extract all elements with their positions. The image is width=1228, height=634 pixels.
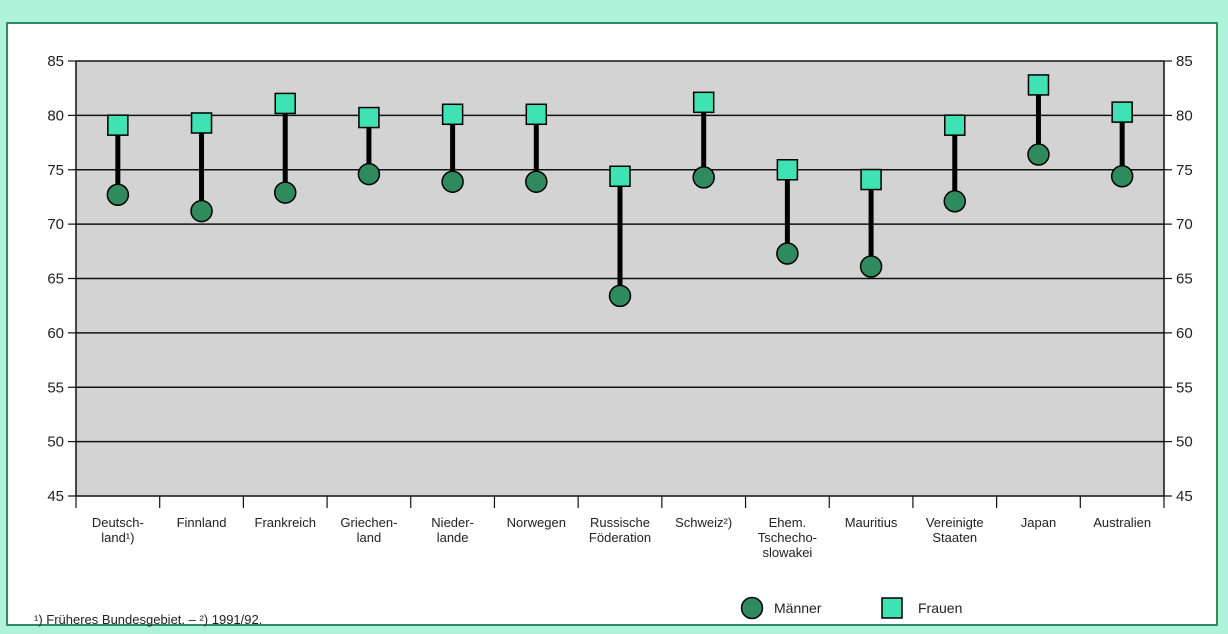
y-tick-label-right: 85 [1176, 53, 1193, 70]
point-frauen [692, 91, 715, 114]
y-tick-label-left: 45 [47, 488, 64, 505]
category-label: Griechen-land [340, 515, 397, 545]
y-tick-label-right: 60 [1176, 325, 1193, 342]
point-maenner [273, 181, 297, 204]
y-tick-label-right: 55 [1176, 379, 1193, 396]
point-maenner [441, 170, 464, 193]
y-tick-label-left: 50 [47, 434, 64, 451]
point-frauen [190, 112, 213, 134]
y-tick-label-left: 65 [47, 271, 64, 288]
point-maenner [357, 162, 381, 186]
y-tick-label-left: 85 [47, 53, 64, 70]
point-frauen [944, 114, 966, 136]
y-tick-label-left: 60 [47, 325, 64, 342]
category-label: Vereinigte Staaten [926, 515, 984, 545]
y-tick-label-left: 75 [47, 162, 64, 179]
legend-label-frauen: Frauen [918, 600, 962, 616]
point-frauen [609, 165, 631, 188]
point-maenner [525, 170, 548, 193]
point-frauen [358, 106, 380, 129]
point-maenner [692, 166, 715, 189]
point-maenner [190, 199, 213, 223]
category-label: Australien [1093, 515, 1151, 530]
category-label: Finnland [177, 515, 227, 530]
y-tick-label-left: 55 [47, 379, 64, 396]
point-maenner [1110, 165, 1134, 188]
point-maenner [106, 183, 130, 207]
y-tick-label-left: 70 [47, 216, 64, 233]
y-tick-label-left: 80 [47, 107, 64, 124]
category-label: Russische Föderation [589, 515, 651, 545]
y-tick-label-right: 65 [1176, 271, 1193, 288]
category-label: Frankreich [255, 515, 316, 530]
point-frauen [860, 168, 882, 191]
y-tick-label-right: 80 [1176, 107, 1193, 124]
y-tick-label-right: 45 [1176, 488, 1193, 505]
point-frauen [274, 92, 296, 115]
point-frauen [1111, 101, 1133, 123]
category-label: Mauritius [845, 515, 898, 530]
point-maenner [608, 284, 632, 308]
legend-label-maenner: Männer [774, 600, 822, 616]
category-label: Nieder-lande [431, 515, 474, 545]
category-label: Japan [1021, 515, 1056, 530]
point-frauen [525, 103, 548, 126]
category-label: Schweiz²) [675, 515, 732, 530]
footnote: ¹) Früheres Bundesgebiet. – ²) 1991/92. [34, 612, 263, 627]
point-maenner [943, 190, 967, 213]
point-frauen [1027, 74, 1050, 96]
point-frauen [776, 159, 799, 181]
legend-marker-frauen [881, 597, 903, 619]
point-frauen [441, 103, 464, 126]
category-label: Deutsch-land¹) [92, 515, 144, 545]
point-maenner [1027, 143, 1050, 166]
y-tick-label-right: 70 [1176, 216, 1193, 233]
category-label: Ehem. Tschecho-slowakei [758, 515, 817, 560]
legend-marker-maenner [740, 596, 764, 620]
y-tick-label-right: 50 [1176, 434, 1193, 451]
point-maenner [776, 242, 799, 265]
point-maenner [859, 255, 883, 278]
category-label: Norwegen [507, 515, 566, 530]
point-frauen [107, 114, 129, 136]
y-tick-label-right: 75 [1176, 162, 1193, 179]
